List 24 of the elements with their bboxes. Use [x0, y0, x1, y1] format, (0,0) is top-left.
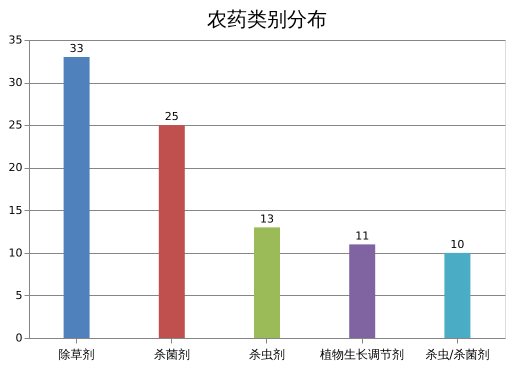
- y-tick-label: 10: [8, 246, 22, 260]
- bar: [158, 125, 185, 338]
- chart-title: 农药类别分布: [207, 7, 327, 31]
- y-tick-label: 5: [16, 288, 22, 302]
- x-tick-label: 杀虫/杀菌剂: [425, 348, 490, 362]
- bar: [349, 244, 376, 338]
- y-tick-label: 15: [8, 204, 22, 217]
- x-tick-label: 除草剂: [58, 348, 95, 362]
- x-tick-label: 植物生长调节剂: [320, 348, 404, 362]
- bar: [254, 227, 280, 338]
- data-label: 11: [355, 229, 370, 242]
- data-label: 33: [70, 42, 84, 56]
- y-tick-label: 25: [8, 118, 22, 132]
- y-tick-label: 35: [8, 34, 22, 46]
- x-tick-label: 杀菌剂: [154, 348, 190, 362]
- y-tick-label: 0: [16, 332, 22, 344]
- bar: [444, 252, 470, 338]
- data-label: 25: [164, 110, 179, 124]
- data-label: 10: [450, 238, 464, 251]
- y-tick-label: 20: [8, 161, 22, 174]
- data-label: 13: [260, 212, 274, 226]
- x-tick-label: 杀虫剂: [249, 348, 285, 362]
- bar: [64, 57, 90, 338]
- y-tick-label: 30: [8, 76, 22, 90]
